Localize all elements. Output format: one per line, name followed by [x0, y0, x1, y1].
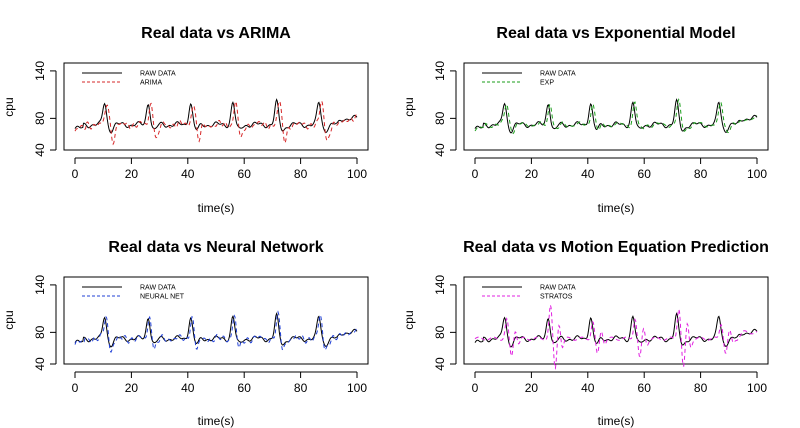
chart-panel-4: Real data vs Motion Equation Prediction 0…: [402, 239, 769, 428]
legend-label-nn: NEURAL NET: [140, 294, 185, 301]
x-axis-label: time(s): [198, 414, 235, 428]
series-line-stratos: [474, 304, 758, 370]
series-line-raw: [74, 312, 358, 348]
series-line-exp: [474, 98, 758, 135]
plot-frame: [63, 62, 369, 151]
legend-label-raw: RAW DATA: [140, 285, 176, 292]
x-tick-label: 60: [638, 167, 652, 181]
plot-frame: [463, 62, 769, 151]
plot-frame: [63, 276, 369, 365]
x-tick-label: 40: [581, 381, 595, 395]
x-axis-label: time(s): [598, 414, 635, 428]
x-axis-label: time(s): [598, 201, 635, 215]
x-tick-label: 100: [747, 381, 767, 395]
x-tick-label: 80: [294, 167, 308, 181]
y-tick-label: 40: [433, 143, 447, 157]
y-tick-label: 80: [433, 111, 447, 125]
x-tick-label: 0: [472, 381, 479, 395]
y-tick-label: 140: [433, 275, 447, 295]
chart-title: Real data vs Neural Network: [108, 239, 323, 256]
series-line-arima: [74, 99, 358, 146]
x-tick-label: 100: [347, 167, 367, 181]
x-tick-label: 20: [125, 167, 139, 181]
x-tick-label: 20: [525, 381, 539, 395]
y-tick-label: 40: [33, 357, 47, 371]
x-tick-label: 0: [72, 167, 79, 181]
y-tick-label: 140: [33, 275, 47, 295]
x-tick-label: 80: [294, 381, 308, 395]
chart-panel-3: Real data vs Neural Network 0 20 40 60 80 100 4…: [2, 239, 369, 428]
y-tick-label: 80: [33, 325, 47, 339]
chart-title: Real data vs Exponential Model: [496, 25, 735, 42]
x-tick-label: 20: [125, 381, 139, 395]
legend-label-stratos: STRATOS: [540, 294, 573, 301]
series-line-raw: [474, 312, 758, 348]
chart-title: Real data vs ARIMA: [141, 25, 291, 42]
y-tick-label: 80: [33, 111, 47, 125]
legend-label-raw: RAW DATA: [540, 285, 576, 292]
x-tick-label: 40: [181, 167, 195, 181]
x-tick-label: 80: [694, 381, 708, 395]
legend-label-raw: RAW DATA: [540, 71, 576, 78]
series-line-raw: [74, 98, 358, 134]
x-tick-label: 60: [238, 167, 252, 181]
x-tick-label: 0: [72, 381, 79, 395]
y-tick-label: 80: [433, 325, 447, 339]
y-axis-label: cpu: [402, 97, 416, 116]
x-tick-label: 40: [581, 167, 595, 181]
x-tick-label: 100: [347, 381, 367, 395]
x-tick-label: 80: [694, 167, 708, 181]
x-tick-label: 100: [747, 167, 767, 181]
y-tick-label: 40: [33, 143, 47, 157]
y-tick-label: 40: [433, 357, 447, 371]
series-line-raw: [474, 98, 758, 134]
chart-panel-1: Real data vs ARIMA 0 20 40 60 80 100 40 80 140 tim…: [2, 25, 369, 215]
x-tick-label: 20: [525, 167, 539, 181]
y-tick-label: 140: [33, 61, 47, 81]
legend-label-raw: RAW DATA: [140, 71, 176, 78]
y-axis-label: cpu: [2, 97, 16, 116]
x-tick-label: 0: [472, 167, 479, 181]
y-axis-label: cpu: [402, 310, 416, 329]
x-tick-label: 40: [181, 381, 195, 395]
legend-label-exp: EXP: [540, 80, 554, 87]
chart-title: Real data vs Motion Equation Prediction: [463, 239, 769, 256]
y-axis-label: cpu: [2, 310, 16, 329]
x-axis-label: time(s): [198, 201, 235, 215]
x-tick-label: 60: [638, 381, 652, 395]
y-tick-label: 140: [433, 61, 447, 81]
plot-frame: [463, 276, 769, 365]
series-line-nn: [74, 310, 358, 354]
chart-panel-2: Real data vs Exponential Model 0 20 40 60 80 1…: [402, 25, 769, 215]
x-tick-label: 60: [238, 381, 252, 395]
legend-label-arima: ARIMA: [140, 80, 163, 87]
